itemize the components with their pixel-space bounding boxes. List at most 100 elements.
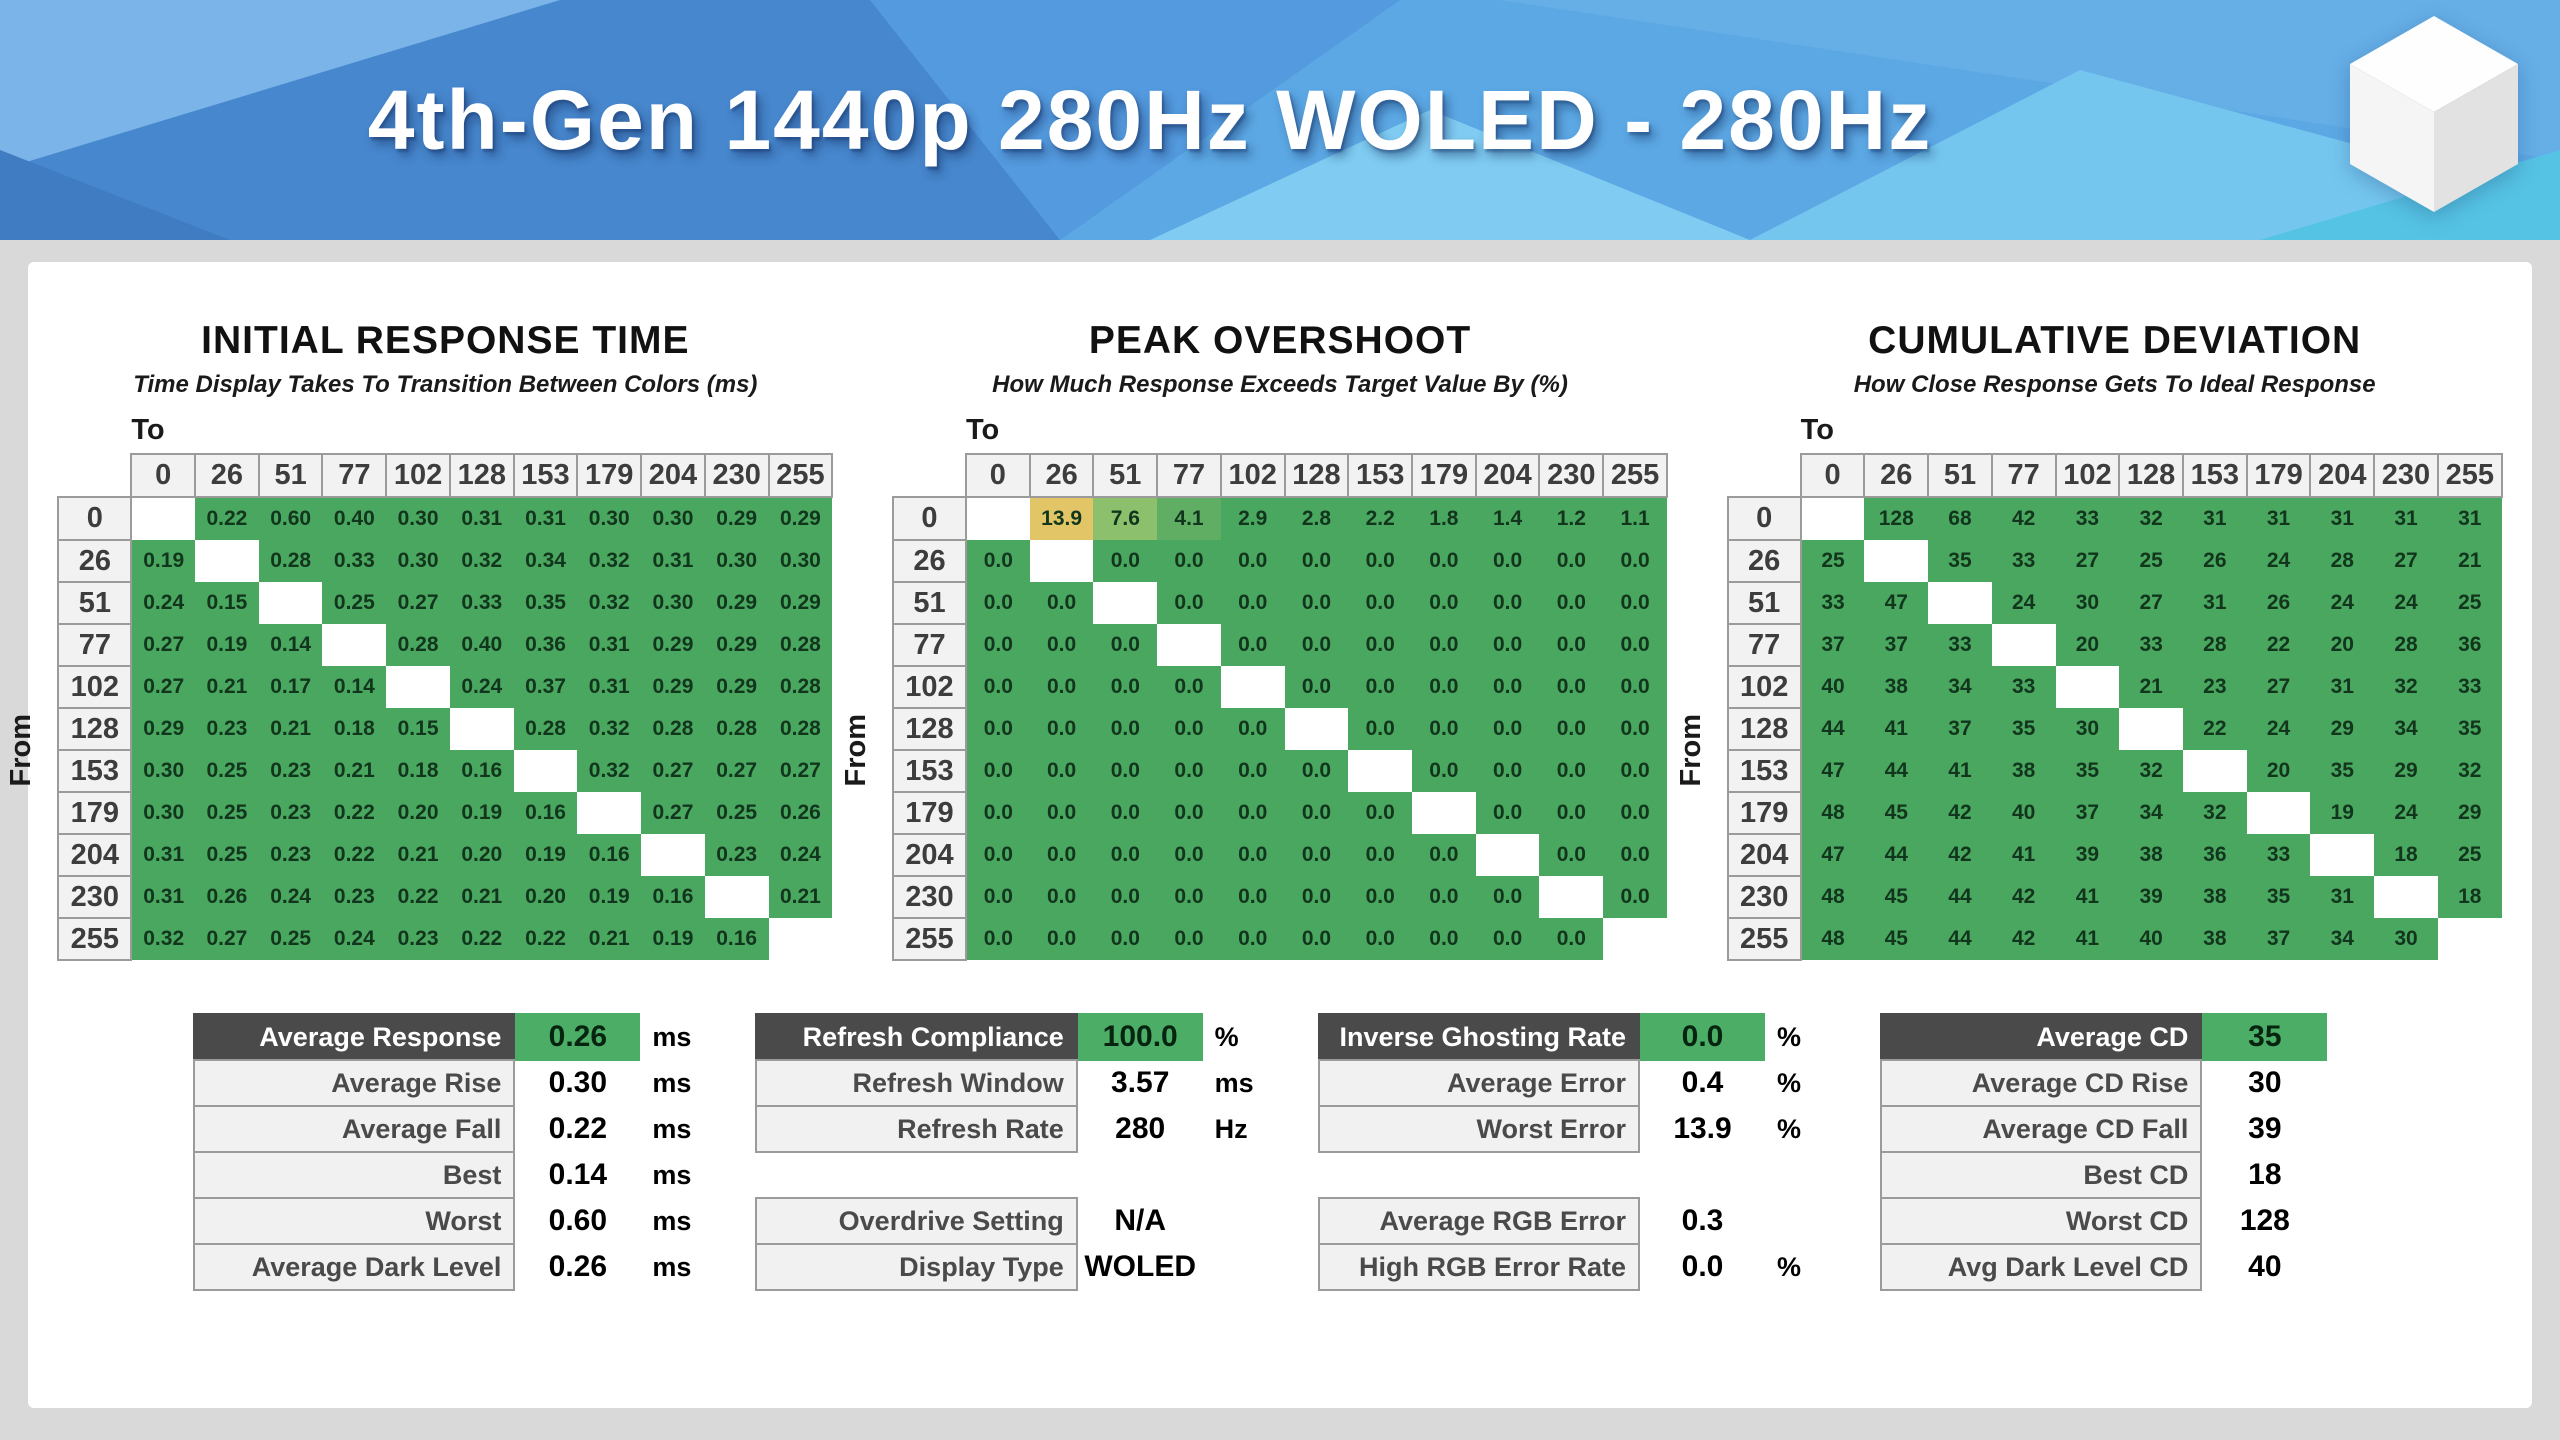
summary-cd-stats: Average CD 35 Average CD Rise 30 Average CD … — [1879, 1013, 2392, 1291]
stat-unit — [2327, 1197, 2392, 1245]
heatmap-cell: 0.27 — [195, 918, 259, 960]
heatmap-cell: 41 — [1991, 834, 2056, 876]
heatmap-cell: 0.0 — [1029, 834, 1094, 876]
heatmap-cell: 0.0 — [1029, 582, 1094, 624]
heatmap-cell: 44 — [1864, 834, 1929, 876]
stat-unit — [1203, 1197, 1268, 1245]
heatmap-cell: 0.0 — [1029, 876, 1094, 918]
heatmap-cell: 0.0 — [1539, 582, 1604, 624]
heatmap-cell: 0.0 — [1220, 540, 1285, 582]
summary-stat-row: Average Dark Level 0.26 ms — [193, 1243, 705, 1291]
heatmap-cell: 35 — [2246, 876, 2311, 918]
heatmap-cell: 1.4 — [1475, 497, 1540, 540]
stat-label: Average Error — [1317, 1059, 1641, 1107]
row-header: 153 — [892, 749, 967, 793]
summary-stat-row: High RGB Error Rate 0.0% — [1317, 1243, 1830, 1291]
heatmap-cell: 42 — [1991, 918, 2056, 960]
response-time-heatmap: 0 26 51 77 102 128 153 179 204 230 255 0 0.22 0.60 0.4… — [57, 453, 834, 961]
heatmap-cell: 0.27 — [131, 624, 196, 666]
heatmap-cell: 38 — [2182, 876, 2247, 918]
row-header: 0 — [1726, 496, 1802, 541]
heatmap-cell: 0.28 — [641, 708, 705, 750]
heatmap-cell: 0.30 — [641, 497, 705, 540]
section-title: PEAK OVERSHOOT — [1088, 319, 1472, 362]
heatmap-cell: 42 — [1991, 876, 2056, 918]
heatmap-cell: 0.21 — [449, 876, 514, 918]
stat-unit: % — [1214, 1021, 1239, 1052]
heatmap-cell: 0.0 — [1412, 918, 1476, 960]
heatmap-cell: 0.22 — [322, 834, 387, 876]
heatmap-cell: 0.0 — [1029, 750, 1094, 792]
heatmap-cell: 0.0 — [1475, 582, 1540, 624]
stat-label: Worst — [193, 1197, 516, 1245]
heatmap-cell: 31 — [2182, 497, 2247, 540]
heatmap-cell: 2.8 — [1284, 497, 1349, 540]
banner: 4th-Gen 1440p 280Hz WOLED - 280Hz — [0, 0, 2560, 240]
heatmap-cell: 30 — [2055, 582, 2120, 624]
heatmap-cell: 32 — [2119, 750, 2183, 792]
heatmap-cell: 0.30 — [768, 540, 833, 582]
col-header: 204 — [2309, 453, 2376, 498]
summary-stat-row: Overdrive Setting N/A — [755, 1197, 1267, 1245]
heatmap-cell: 30 — [2055, 708, 2120, 750]
heatmap-cell: 0.0 — [1603, 876, 1667, 918]
heatmap-cell: 0.0 — [1157, 582, 1221, 624]
heatmap-cell: 45 — [1864, 918, 1929, 960]
heatmap-cell: 0.19 — [513, 834, 578, 876]
heatmap-cell: 0.0 — [1093, 666, 1158, 708]
to-axis-label: To — [1800, 414, 1834, 446]
col-header: 230 — [703, 453, 770, 498]
heatmap-cell: 0.0 — [1220, 708, 1285, 750]
heatmap-cell: 0.0 — [1539, 834, 1604, 876]
diagonal-cell — [1348, 750, 1413, 792]
heatmap-cell: 42 — [1928, 792, 1992, 834]
corner-cell — [893, 454, 966, 497]
heatmap-cell: 20 — [2310, 624, 2375, 666]
diagonal-cell — [195, 540, 259, 582]
heatmap-cell: 33 — [2246, 834, 2311, 876]
summary-error-stats: Inverse Ghosting Rate 0.0% Average Error 0.… — [1317, 1013, 1830, 1291]
heatmap-cell: 0.0 — [1539, 792, 1604, 834]
heatmap-cell: 33 — [1800, 582, 1865, 624]
stat-label: Average CD — [1879, 1013, 2203, 1061]
col-header: 51 — [257, 453, 324, 498]
heatmap-cell: 0.0 — [966, 834, 1030, 876]
col-header: 51 — [1092, 453, 1159, 498]
col-header: 255 — [2436, 453, 2503, 498]
stat-label: Best CD — [1879, 1151, 2203, 1199]
heatmap-cell: 31 — [2437, 497, 2502, 540]
heatmap-cell: 0.0 — [1539, 624, 1604, 666]
diagonal-cell — [2310, 834, 2375, 876]
heatmap-cell: 33 — [1928, 624, 1992, 666]
from-axis-label: From — [1674, 714, 1707, 787]
heatmap-cell: 48 — [1800, 792, 1865, 834]
col-header: 153 — [2181, 453, 2248, 498]
heatmap-cell: 27 — [2374, 540, 2438, 582]
heatmap-cell: 0.29 — [641, 666, 705, 708]
summary-stat-row: Inverse Ghosting Rate 0.0% — [1317, 1013, 1830, 1061]
diagonal-cell — [704, 876, 769, 918]
heatmap-cell: 20 — [2246, 750, 2311, 792]
stat-unit: ms — [652, 1021, 692, 1052]
stat-unit: ms — [652, 1067, 692, 1098]
heatmap-cell: 0.20 — [386, 792, 450, 834]
section-subtitle: How Close Response Gets To Ideal Respons… — [1853, 371, 2376, 398]
heatmap-cell: 0.19 — [577, 876, 642, 918]
heatmap-cell: 44 — [1864, 750, 1929, 792]
heatmap-cell: 0.0 — [1475, 792, 1540, 834]
col-header: 204 — [1474, 453, 1541, 498]
banner-title: 4th-Gen 1440p 280Hz WOLED - 280Hz — [367, 72, 1933, 167]
heatmap-cell: 0.0 — [966, 708, 1030, 750]
stat-value: 0.26 — [548, 1250, 608, 1283]
heatmap-cell: 0.0 — [1220, 918, 1285, 960]
heatmap-cell: 0.18 — [386, 750, 450, 792]
heatmap-cell: 0.0 — [1348, 708, 1413, 750]
heatmap-cell: 28 — [2182, 624, 2247, 666]
summary-refresh-stats: Refresh Compliance 100.0% Refresh Window 3.… — [755, 1013, 1267, 1291]
heatmap-cell: 0.28 — [513, 708, 578, 750]
heatmap-cell: 38 — [1991, 750, 2056, 792]
heatmap-cell: 0.0 — [1157, 876, 1221, 918]
heatmap-cell: 0.25 — [195, 792, 259, 834]
row-header: 128 — [1726, 707, 1802, 751]
heatmap-cell: 0.0 — [1539, 708, 1604, 750]
